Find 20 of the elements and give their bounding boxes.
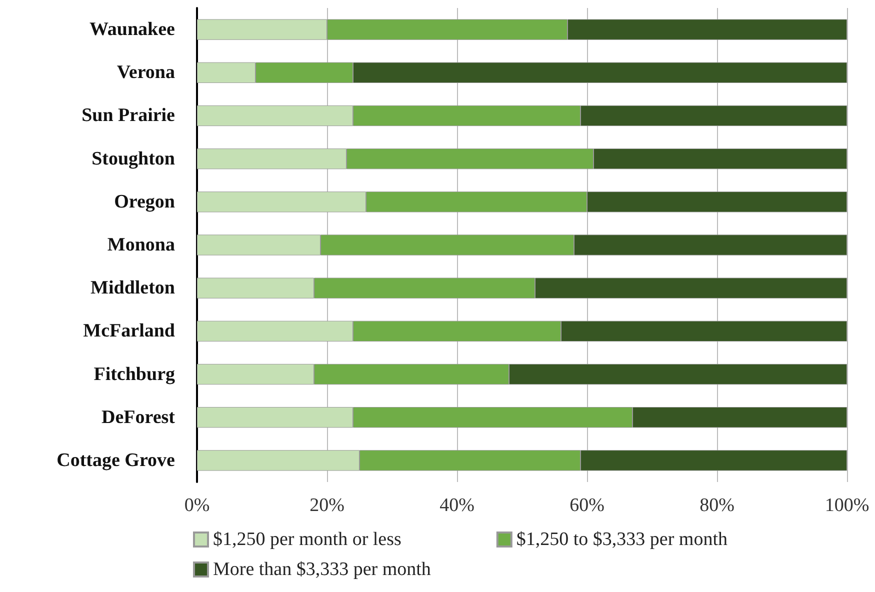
y-tick-label: Sun Prairie [82, 105, 175, 126]
legend-label: $1,250 per month or less [213, 529, 402, 550]
x-tick-label: 20% [310, 495, 345, 516]
y-tick-label: Middleton [90, 278, 176, 299]
x-tick-label: 80% [700, 495, 735, 516]
y-tick-label: Waunakee [89, 19, 175, 40]
legend-label: More than $3,333 per month [213, 559, 432, 580]
y-tick-label: Fitchburg [94, 364, 176, 385]
legend-label: $1,250 to $3,333 per month [516, 529, 728, 550]
y-tick-label: Oregon [114, 191, 176, 212]
x-tick-label: 0% [184, 495, 210, 516]
x-tick-label: 60% [570, 495, 605, 516]
y-tick-label: Cottage Grove [56, 450, 175, 471]
y-tick-label: Stoughton [92, 148, 176, 170]
y-tick-label: DeForest [101, 406, 176, 428]
y-tick-label: Verona [116, 62, 176, 84]
y-tick-label: McFarland [83, 320, 176, 342]
y-tick-label: Monona [107, 234, 176, 256]
x-tick-label: 40% [440, 495, 475, 516]
x-tick-label: 100% [824, 495, 870, 516]
